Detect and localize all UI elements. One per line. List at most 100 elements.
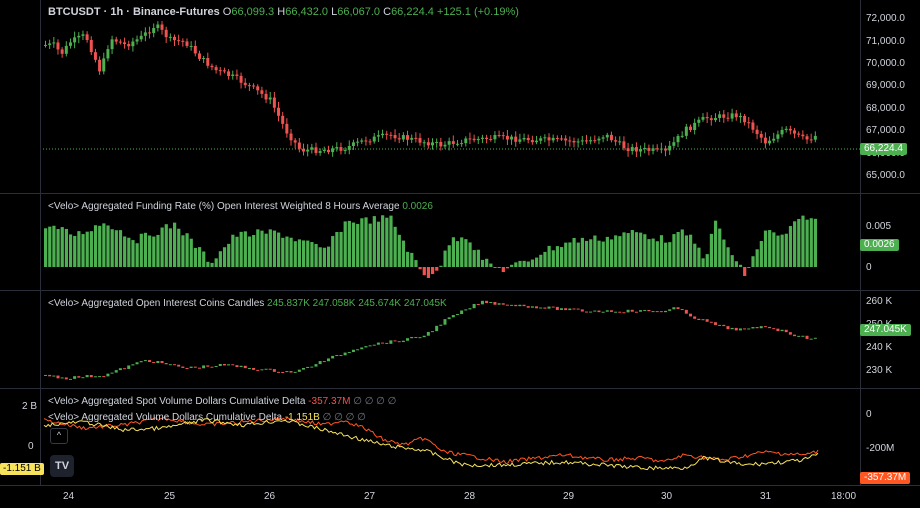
funding-bar (252, 234, 256, 267)
funding-bar (622, 232, 626, 267)
funding-bar (539, 254, 543, 267)
price-candle (326, 149, 330, 153)
spot-cvd-legend[interactable]: <Velo> Aggregated Spot Volume Dollars Cu… (48, 396, 396, 407)
symbol-legend[interactable]: BTCUSDT · 1h · Binance-Futures O66,099.3… (48, 6, 519, 18)
oi-candle (385, 342, 389, 344)
funding-bar (339, 231, 343, 267)
agg-cvd-legend[interactable]: <Velo> Aggregated Volume Dollars Cumulat… (48, 412, 366, 423)
oi-candle (684, 309, 688, 314)
price-candle (123, 42, 127, 45)
oi-candle (439, 324, 443, 326)
price-candle (318, 151, 322, 153)
oi-high: 247.058K (312, 298, 356, 309)
funding-bar (314, 244, 318, 267)
price-candle (193, 45, 197, 54)
spot-cvd-line (43, 416, 819, 465)
oi-candle (676, 307, 680, 310)
pane-separator[interactable] (0, 193, 920, 194)
oi-candle (235, 365, 239, 367)
price-candle (393, 135, 397, 139)
funding-bar (659, 235, 664, 267)
price-candle (485, 137, 489, 140)
cvd-left-tick: 2 B (22, 401, 38, 412)
price-candle (676, 136, 680, 143)
price-candle (576, 141, 580, 143)
oi-candle (418, 337, 422, 339)
funding-bar (52, 225, 56, 267)
price-candle (476, 138, 480, 141)
price-candle (743, 115, 747, 123)
funding-bar (393, 226, 397, 267)
price-candle (809, 139, 813, 141)
funding-bar (268, 229, 272, 267)
price-candle (222, 70, 226, 72)
funding-legend[interactable]: <Velo> Aggregated Funding Rate (%) Open … (48, 201, 433, 212)
funding-bar (601, 241, 605, 267)
oi-candle (709, 321, 713, 323)
oi-candle (389, 340, 393, 344)
funding-bar (160, 227, 164, 267)
price-tick: 72,000.0 (866, 13, 905, 24)
price-candle (489, 139, 493, 141)
price-candle (173, 36, 176, 41)
oi-candle (106, 373, 110, 377)
funding-bar (485, 258, 489, 267)
price-candle (655, 148, 659, 150)
time-scale[interactable] (0, 485, 920, 508)
funding-bar (418, 267, 422, 270)
funding-bar (709, 233, 714, 267)
funding-bar (347, 220, 351, 267)
oi-candle (701, 319, 705, 321)
funding-bar (106, 225, 110, 267)
oi-legend[interactable]: <Velo> Aggregated Open Interest Coins Ca… (48, 298, 447, 309)
price-candle (247, 85, 251, 87)
funding-bar (135, 243, 139, 267)
oi-candle (227, 364, 231, 366)
price-candle (759, 133, 763, 138)
oi-candle (426, 331, 430, 336)
pane-separator[interactable] (0, 388, 920, 389)
price-candle (772, 138, 776, 141)
funding-bar (222, 247, 227, 267)
price-candle (385, 133, 389, 135)
price-candle (614, 140, 618, 142)
oi-candle (659, 311, 663, 313)
oi-candle (560, 308, 563, 310)
funding-bar (235, 236, 239, 267)
oi-candle (593, 310, 597, 312)
funding-bar (239, 231, 243, 267)
price-candle (81, 34, 85, 36)
funding-title: <Velo> Aggregated Funding Rate (%) Open … (48, 201, 400, 212)
price-candle (693, 122, 697, 130)
oi-candle (705, 319, 709, 322)
left-price-scale[interactable] (0, 0, 41, 485)
oi-candle (747, 328, 751, 330)
funding-bar (410, 252, 414, 267)
pane-separator[interactable] (0, 290, 920, 291)
funding-bar (784, 233, 788, 267)
price-tick: 67,000.0 (866, 125, 905, 136)
time-tick: 28 (464, 491, 476, 502)
price-candle (564, 138, 568, 141)
tradingview-logo[interactable]: TV (50, 455, 74, 477)
price-candle (356, 141, 360, 143)
high-key: H (277, 6, 286, 18)
price-candle (639, 148, 643, 152)
funding-bar (181, 235, 185, 267)
collapse-legend-button[interactable]: ^ (50, 428, 68, 444)
funding-bar (809, 218, 813, 267)
oi-candle (135, 362, 139, 365)
price-candle (214, 67, 218, 71)
price-candle (580, 140, 584, 142)
oi-candle (630, 309, 634, 312)
price-candle (443, 144, 447, 147)
price-candle (722, 114, 726, 118)
funding-bar (431, 267, 435, 275)
oi-candle (143, 360, 147, 362)
funding-bar (264, 233, 268, 267)
oi-candle (476, 303, 480, 305)
open-key: O (222, 6, 232, 18)
funding-bar (776, 235, 780, 267)
price-candle (689, 126, 692, 130)
